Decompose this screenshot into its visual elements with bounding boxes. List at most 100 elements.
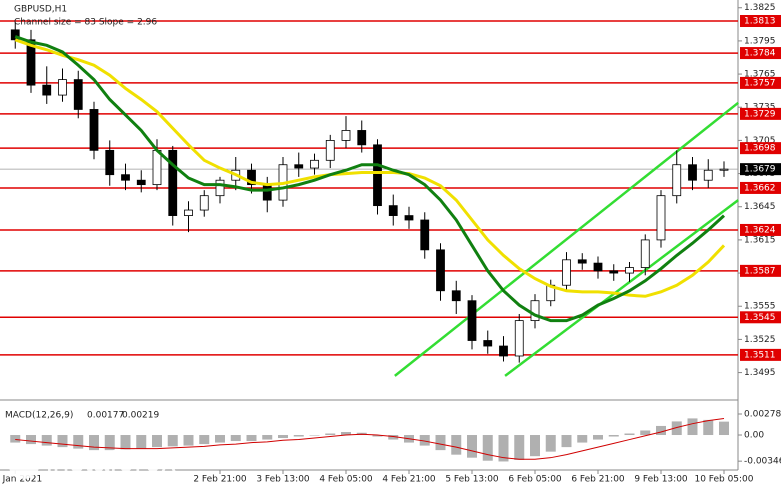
- candle-body: [404, 215, 414, 221]
- y-tick-label: 1.3825: [744, 3, 776, 13]
- macd-bar: [419, 435, 430, 446]
- macd-bar: [640, 430, 651, 436]
- candle-body: [593, 262, 603, 272]
- candle-body: [294, 164, 304, 169]
- candle-body: [136, 179, 146, 186]
- macd-bar: [136, 435, 147, 449]
- macd-value: 0.00219: [122, 411, 159, 421]
- macd-bar: [593, 435, 603, 440]
- candle-body: [325, 140, 335, 161]
- candle-body: [341, 130, 351, 141]
- candle-body: [420, 219, 430, 251]
- candle-body: [357, 130, 367, 146]
- candle-body: [42, 84, 52, 96]
- level-label-box: [740, 76, 781, 89]
- macd-bar: [482, 435, 493, 461]
- last-price-box: [740, 163, 781, 176]
- macd-bar: [120, 435, 131, 450]
- level-label-box: [740, 15, 781, 28]
- x-tick-label: 10 Feb 05:00: [694, 475, 753, 485]
- candle-body: [451, 290, 461, 302]
- candle-body: [530, 300, 540, 322]
- candle-body: [310, 159, 319, 169]
- candle-body: [388, 205, 398, 216]
- candle-body: [73, 79, 83, 110]
- candle-body: [719, 168, 729, 171]
- candle-body: [703, 169, 713, 181]
- candle-body: [625, 267, 634, 274]
- x-tick-label: 9 Feb 13:00: [634, 475, 688, 485]
- candle-body: [688, 164, 697, 181]
- candle-body: [199, 195, 209, 211]
- logo-icon: [8, 447, 40, 479]
- level-label-box: [740, 142, 781, 155]
- macd-bar: [167, 435, 178, 447]
- level-label: 1.3784: [744, 49, 776, 59]
- level-label: 1.3624: [744, 225, 776, 235]
- x-tick-label: 6 Feb 21:00: [571, 475, 625, 485]
- macd-bar: [152, 435, 162, 448]
- macd-bar: [104, 435, 115, 451]
- level-label: 1.3813: [744, 17, 776, 27]
- y-tick-label: 1.3705: [744, 136, 776, 146]
- candle-body: [656, 195, 666, 241]
- macd-title: MACD(12,26,9): [5, 411, 73, 421]
- macd-bar: [341, 431, 351, 436]
- candle-body: [514, 320, 524, 357]
- macd-bar: [435, 435, 446, 451]
- candle-body: [483, 340, 493, 347]
- level-label-box: [740, 223, 781, 236]
- y-tick-label: 1.3765: [744, 70, 776, 80]
- signal-line: [15, 417, 725, 460]
- y-tick-label: 1.3795: [744, 36, 776, 46]
- macd-bar: [57, 435, 68, 448]
- macd-bar: [325, 433, 336, 436]
- candle-body: [467, 300, 477, 341]
- macd-bar: [293, 435, 304, 437]
- level-label: 1.3698: [744, 144, 776, 154]
- moving-average: [14, 35, 726, 323]
- subtitle: Channel size = 83 Slope = 2.96: [14, 18, 157, 28]
- last-price-label: 1.3679: [744, 165, 776, 175]
- candle-body: [89, 109, 99, 151]
- candle-body: [262, 184, 272, 201]
- candle-body: [373, 144, 382, 207]
- chart-title: GBPUSD,H1: [14, 5, 67, 15]
- x-tick-label: 6 Feb 05:00: [508, 475, 562, 485]
- candle-body: [168, 149, 178, 216]
- candle-body: [152, 149, 162, 186]
- y-tick-label: 1.3495: [744, 368, 776, 378]
- macd-bar: [687, 418, 698, 436]
- y-tick-label: 1.3615: [744, 235, 776, 245]
- level-label-box: [740, 348, 781, 361]
- macd-bar: [656, 425, 666, 436]
- macd-bar: [10, 435, 21, 443]
- channel-line: [504, 199, 739, 377]
- macd-bar: [545, 435, 556, 452]
- macd-bar: [246, 435, 257, 442]
- y-tick-label: 1.3645: [744, 202, 776, 212]
- macd-bar: [73, 435, 84, 449]
- macd-bar: [577, 435, 588, 443]
- macd-bar: [467, 435, 477, 458]
- macd-bar: [608, 435, 619, 437]
- candle-body: [184, 209, 193, 216]
- macd-bar: [624, 433, 635, 436]
- macd-bar: [262, 435, 273, 440]
- channel-line: [394, 101, 739, 377]
- level-label: 1.3729: [744, 109, 776, 119]
- y-tick-label: 1.3735: [744, 103, 776, 113]
- macd-bar: [372, 435, 383, 437]
- x-tick-label: 5 Feb 13:00: [445, 475, 499, 485]
- candle-body: [105, 149, 115, 176]
- y-tick-label: -0.00346: [744, 457, 781, 467]
- candle-body: [215, 179, 225, 197]
- y-tick-label: 1.3555: [744, 302, 776, 312]
- level-label: 1.3545: [744, 313, 776, 323]
- level-label-box: [740, 311, 781, 324]
- x-tick-label: 4 Feb 05:00: [319, 475, 373, 485]
- candle-body: [26, 39, 36, 86]
- macd-bar: [230, 435, 241, 442]
- moving-average: [14, 38, 726, 298]
